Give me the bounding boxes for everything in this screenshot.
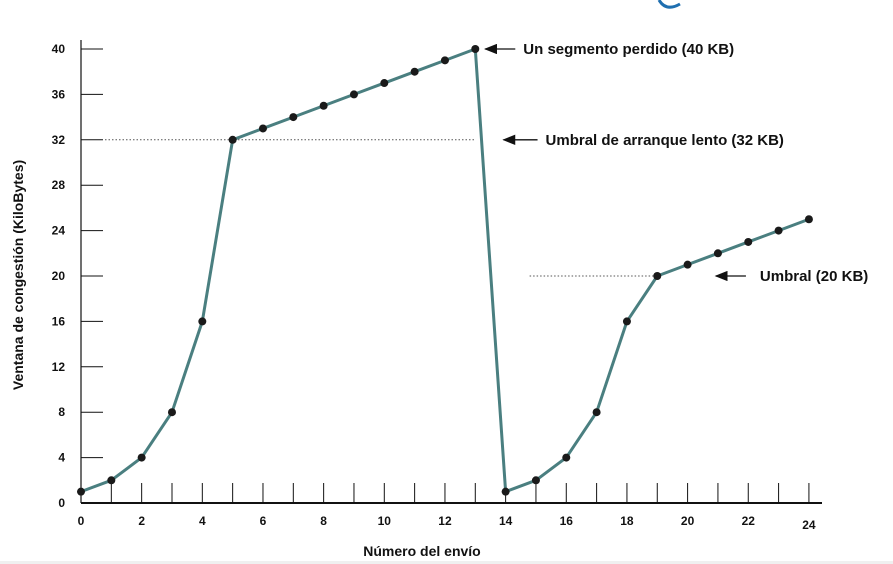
data-point [77, 487, 85, 496]
data-point [198, 317, 207, 326]
page-bottom-rule [0, 561, 893, 564]
y-tick-label: 36 [52, 87, 66, 101]
annotation-label: Umbral (20 KB) [760, 268, 868, 285]
x-tick-label: 12 [438, 514, 452, 528]
y-tick-label: 12 [52, 360, 66, 374]
data-point [319, 101, 328, 110]
data-point [167, 408, 176, 417]
data-point [744, 237, 753, 246]
annotations: Un segmento perdido (40 KB) Umbral de arr… [483, 41, 868, 285]
data-point [592, 408, 601, 417]
y-tick-label: 8 [58, 405, 65, 419]
threshold-lines [105, 139, 658, 277]
x-tick-label: 0 [78, 514, 85, 528]
y-tick-label: 16 [52, 314, 66, 328]
y-tick-label: 4 [58, 451, 65, 465]
y-tick-label: 20 [52, 269, 66, 283]
data-point [622, 317, 631, 326]
data-point [531, 476, 540, 485]
data-point [501, 487, 510, 496]
annotation-label: Un segmento perdido (40 KB) [523, 41, 734, 58]
x-tick-label: 16 [560, 514, 574, 528]
y-tick-label: 28 [52, 178, 66, 192]
x-tick-label: 10 [378, 514, 392, 528]
data-point [471, 45, 480, 53]
x-tick-label: 20 [681, 514, 695, 528]
data-point [137, 453, 146, 462]
data-point [228, 135, 237, 144]
x-tick-label: 18 [620, 514, 634, 528]
y-tick-label: 24 [52, 224, 66, 238]
data-point [653, 272, 662, 280]
data-point [380, 79, 389, 88]
data-point [774, 226, 783, 235]
data-point [289, 113, 298, 122]
data-point [349, 90, 358, 99]
x-tick-label: 4 [199, 514, 206, 528]
y-tick-label: 32 [52, 133, 66, 147]
data-point [804, 215, 813, 224]
x-tick-label: 2 [138, 514, 145, 528]
x-tick-label: 24 [802, 518, 816, 532]
x-axis-title: Número del envío [363, 543, 480, 559]
data-point [562, 453, 571, 462]
y-axis-title: Ventana de congestión (KiloBytes) [10, 160, 26, 390]
y-tick-label: 0 [58, 496, 65, 510]
data-point [410, 67, 419, 76]
header-fragment [657, 0, 681, 9]
data-point [683, 260, 692, 269]
series [77, 45, 813, 496]
x-tick-label: 22 [742, 514, 756, 528]
y-tick-label: 40 [52, 42, 66, 56]
data-point [107, 476, 116, 485]
series-line [80, 47, 810, 494]
data-point [440, 56, 449, 65]
annotation-label: Umbral de arranque lento (32 KB) [546, 132, 784, 149]
x-tick-label: 6 [260, 514, 267, 528]
x-tick-label: 8 [320, 514, 327, 528]
x-tick-label: 14 [499, 514, 513, 528]
data-point [258, 124, 267, 133]
data-point [713, 249, 722, 258]
